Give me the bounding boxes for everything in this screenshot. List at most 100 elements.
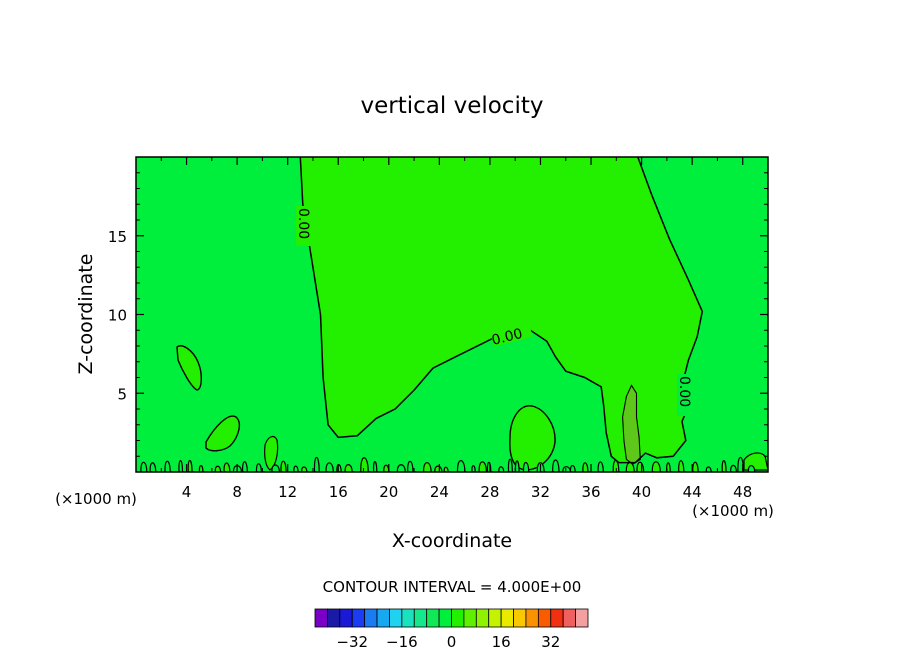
surface-contour-cell <box>223 462 231 472</box>
surface-contour-cell <box>730 464 737 472</box>
contour-labels: 0.00 0.00 0.00 <box>295 206 693 416</box>
colorbar-tick-label: 16 <box>492 633 511 651</box>
colorbar-swatch <box>488 608 502 628</box>
surface-contour-cell <box>651 461 661 472</box>
weak-contour-line <box>622 384 641 465</box>
colorbar-swatch <box>327 608 341 628</box>
colorbar-tick-label: −16 <box>386 633 418 651</box>
colorbar-swatch <box>364 608 378 628</box>
contour-label-bg <box>489 319 533 347</box>
x-tick-label: 8 <box>232 483 242 501</box>
surface-contour-cell <box>498 466 505 472</box>
surface-contour-cell <box>149 462 157 472</box>
surface-contour-cell <box>678 460 685 472</box>
chart-title: vertical velocity <box>361 93 544 119</box>
surface-contour-cell <box>423 462 432 472</box>
contour-label-bg <box>677 374 693 416</box>
surface-contour-cell <box>336 464 342 472</box>
x-axis-ticks: 4 8 12 16 20 24 28 32 36 40 44 48 <box>160 157 752 501</box>
surface-contour-cell <box>396 464 406 472</box>
surface-contour-cell <box>514 460 520 472</box>
small-cell <box>264 435 279 471</box>
surface-contour-cell <box>280 460 287 472</box>
surface-contour-cell <box>471 465 476 472</box>
x-unit-right: (×1000 m) <box>692 502 774 520</box>
colorbar-swatch <box>451 608 465 628</box>
colorbar-swatch <box>500 608 514 628</box>
colorbar-swatch <box>426 608 440 628</box>
surface-contour-cell <box>612 459 620 472</box>
contour-label: 0.00 <box>676 376 692 407</box>
surface-contour-cell <box>255 463 262 472</box>
surface-contour-cell <box>692 461 699 472</box>
colorbar-swatch <box>525 608 539 628</box>
surface-contour-cell <box>747 464 756 472</box>
colorbar-swatch <box>562 608 576 628</box>
surface-contour-cell <box>383 464 390 472</box>
surface-contour-cell <box>242 461 248 472</box>
surface-contour-cell <box>164 460 171 472</box>
surface-contour-cell <box>313 456 320 472</box>
surface-contour-cell <box>372 461 378 472</box>
surface-contour-cell <box>443 466 449 472</box>
surface-contour-cell <box>582 462 589 472</box>
surface-contour-cell <box>478 461 487 472</box>
colorbar-tick-labels: −32 −16 0 16 32 <box>336 633 560 651</box>
colorbar-swatch <box>575 608 589 628</box>
colorbar-swatch <box>413 608 428 628</box>
surface-contour-cell <box>569 464 576 472</box>
y-tick-label: 5 <box>117 385 127 403</box>
surface-contour-cell <box>178 460 184 472</box>
x-tick-label: 12 <box>278 483 297 501</box>
y-axis-ticks: 5 10 15 <box>108 172 768 457</box>
surface-contour-cell <box>140 461 148 472</box>
surface-contour-cell <box>597 461 604 472</box>
surface-contour-cell <box>293 465 299 472</box>
y-axis-label: Z-coordinate <box>75 254 97 375</box>
surface-contour-cell <box>522 461 530 472</box>
x-tick-label: 24 <box>430 483 449 501</box>
small-cell <box>205 415 240 452</box>
x-tick-label: 4 <box>182 483 192 501</box>
x-tick-label: 28 <box>480 483 499 501</box>
surface-contour-cell <box>198 465 204 472</box>
surface-contour-cell <box>187 459 193 472</box>
colorbar-swatch <box>513 608 527 628</box>
surface-contour-cell <box>636 461 645 472</box>
colorbar <box>314 608 589 628</box>
y-tick-label: 15 <box>108 228 127 246</box>
colorbar-swatch <box>314 608 328 628</box>
colorbar-swatch <box>463 608 477 628</box>
x-tick-label: 36 <box>581 483 600 501</box>
plot-fill <box>136 157 768 472</box>
contour-label: 0.00 <box>295 208 311 239</box>
surface-contour-cell <box>434 465 443 472</box>
colorbar-swatch <box>475 608 490 628</box>
x-tick-label: 32 <box>531 483 550 501</box>
colorbar-swatch <box>351 608 366 628</box>
colorbar-swatch <box>339 608 353 628</box>
colorbar-tick-label: 0 <box>447 633 457 651</box>
x-tick-label: 48 <box>733 483 752 501</box>
surface-contour-cell <box>301 466 308 472</box>
surface-contour-cell <box>562 466 571 472</box>
colorbar-tick-label: 32 <box>541 633 560 651</box>
x-axis-label: X-coordinate <box>392 530 512 552</box>
x-tick-label: 16 <box>329 483 348 501</box>
surface-contour-cell <box>625 462 635 472</box>
surface-contour-cell <box>507 458 513 472</box>
x-unit-left: (×1000 m) <box>55 490 137 508</box>
colorbar-tick-label: −32 <box>336 633 368 651</box>
surface-contour-cell <box>214 465 222 472</box>
surface-contour-cell <box>325 462 334 472</box>
surface-contour-cell <box>456 460 466 472</box>
colorbar-swatch <box>389 608 403 628</box>
surface-contour-noise <box>140 456 756 472</box>
colorbar-swatch <box>550 608 564 628</box>
surface-contour-cell <box>407 460 414 472</box>
x-tick-label: 44 <box>683 483 702 501</box>
surface-contour-cell <box>360 457 369 472</box>
surface-contour-cell <box>552 459 560 472</box>
surface-contour-cell <box>271 464 280 472</box>
